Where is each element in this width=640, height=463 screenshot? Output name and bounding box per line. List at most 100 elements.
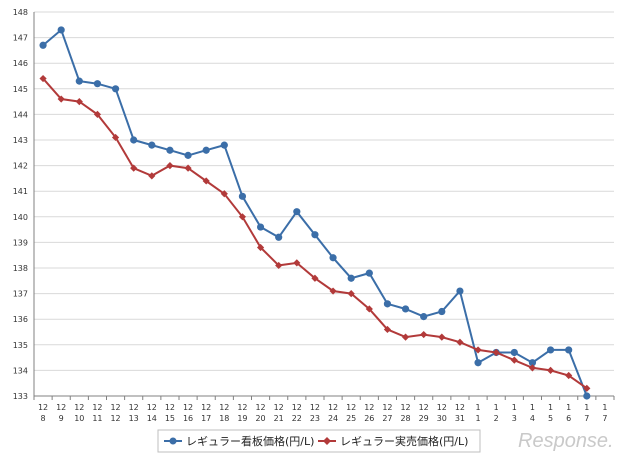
x-tick-label-day: 6: [566, 414, 571, 423]
data-point: [275, 233, 283, 241]
y-tick-label: 139: [13, 238, 28, 247]
y-tick-label: 145: [13, 85, 28, 94]
data-point: [420, 313, 428, 321]
response-watermark: Response.: [518, 430, 614, 452]
x-tick-label-month: 1: [512, 403, 517, 412]
data-point: [256, 243, 265, 252]
y-tick-label: 144: [13, 110, 28, 119]
data-point: [438, 333, 446, 341]
y-tick-label: 136: [13, 315, 28, 324]
data-point: [57, 26, 65, 34]
x-tick-label-month: 12: [437, 403, 447, 412]
x-tick-label-day: 31: [455, 414, 465, 423]
x-tick-label-day: 4: [530, 414, 535, 423]
data-point: [347, 274, 355, 282]
x-tick-label-month: 12: [346, 403, 356, 412]
x-tick-label-month: 12: [183, 403, 193, 412]
data-point: [148, 141, 156, 149]
x-axis-tick-labels: 1281291210121112121213121412151216121712…: [38, 403, 608, 423]
x-tick-label-month: 12: [400, 403, 410, 412]
x-tick-label-day: 2: [494, 414, 499, 423]
x-tick-label-day: 13: [129, 414, 139, 423]
data-point: [528, 359, 537, 367]
chart-axes: [33, 12, 615, 400]
data-point: [383, 300, 392, 308]
y-tick-label: 134: [13, 366, 28, 375]
x-tick-label-day: 1: [476, 414, 481, 423]
data-point: [311, 231, 319, 239]
y-tick-label: 142: [13, 162, 28, 171]
x-tick-label-month: 1: [530, 403, 535, 412]
data-point: [57, 95, 65, 103]
data-point: [420, 330, 428, 339]
x-tick-label-month: 12: [38, 403, 48, 412]
x-tick-label-month: 1: [566, 403, 571, 412]
x-tick-label-month: 12: [382, 403, 392, 412]
x-tick-label-month: 12: [74, 403, 84, 412]
data-point: [148, 172, 156, 180]
data-point: [546, 366, 555, 374]
data-point: [202, 146, 210, 154]
data-point: [130, 164, 138, 172]
x-tick-label-month: 12: [147, 403, 157, 412]
y-tick-label: 138: [13, 264, 28, 273]
data-point: [510, 348, 518, 357]
x-tick-label-day: 12: [110, 414, 120, 423]
x-tick-label-month: 12: [292, 403, 302, 412]
data-point: [474, 359, 482, 367]
data-point: [238, 213, 247, 221]
data-point: [184, 151, 192, 159]
data-point: [565, 371, 573, 380]
x-tick-label-day: 20: [255, 414, 265, 423]
x-tick-label-month: 12: [237, 403, 247, 412]
x-tick-label-day: 22: [292, 414, 302, 423]
x-tick-label-month: 1: [476, 403, 481, 412]
y-tick-label: 137: [13, 290, 28, 299]
data-point: [365, 305, 373, 313]
x-tick-label-day: 26: [364, 414, 374, 423]
x-tick-label-day: 7: [584, 414, 589, 423]
x-tick-label-day: 11: [92, 414, 102, 423]
data-point: [75, 98, 83, 106]
x-tick-label-month: 12: [255, 403, 265, 412]
legend-label-series-2: レギュラー実売価格(円/L): [340, 434, 468, 448]
x-tick-label-day: 21: [274, 414, 284, 423]
y-tick-label: 148: [13, 8, 28, 17]
chart-series: [39, 26, 591, 400]
legend-marker-series-1: [169, 437, 177, 445]
data-point: [75, 77, 83, 85]
data-point: [111, 85, 120, 93]
x-tick-label-day: 28: [400, 414, 410, 423]
y-tick-label: 140: [13, 213, 28, 222]
data-point: [293, 259, 301, 267]
data-point: [401, 333, 410, 341]
y-tick-label: 141: [13, 187, 28, 196]
data-point: [583, 392, 591, 400]
data-point: [329, 287, 337, 295]
x-tick-label-month: 1: [584, 403, 589, 412]
x-tick-label-day: 25: [346, 414, 356, 423]
data-point: [401, 305, 410, 313]
data-point: [383, 325, 392, 334]
x-tick-label-month: 12: [455, 403, 465, 412]
x-tick-label-day: 27: [382, 414, 392, 423]
series-1: [39, 26, 591, 400]
x-tick-label-day: 16: [183, 414, 193, 423]
series-2: [39, 74, 591, 392]
legend-marker-series-2: [323, 437, 331, 445]
y-tick-label: 135: [13, 341, 28, 350]
x-tick-label-day: 14: [147, 414, 157, 423]
x-tick-label-day: 17: [201, 414, 211, 423]
data-point: [130, 136, 138, 144]
data-point: [93, 110, 102, 118]
data-point: [111, 133, 120, 142]
x-tick-label-month: 12: [129, 403, 139, 412]
data-point: [311, 274, 319, 282]
data-point: [39, 41, 47, 49]
data-point: [293, 208, 301, 216]
data-point: [347, 290, 355, 298]
data-point: [275, 261, 283, 270]
x-tick-label-month: 1: [548, 403, 553, 412]
x-tick-label-month: 12: [110, 403, 120, 412]
